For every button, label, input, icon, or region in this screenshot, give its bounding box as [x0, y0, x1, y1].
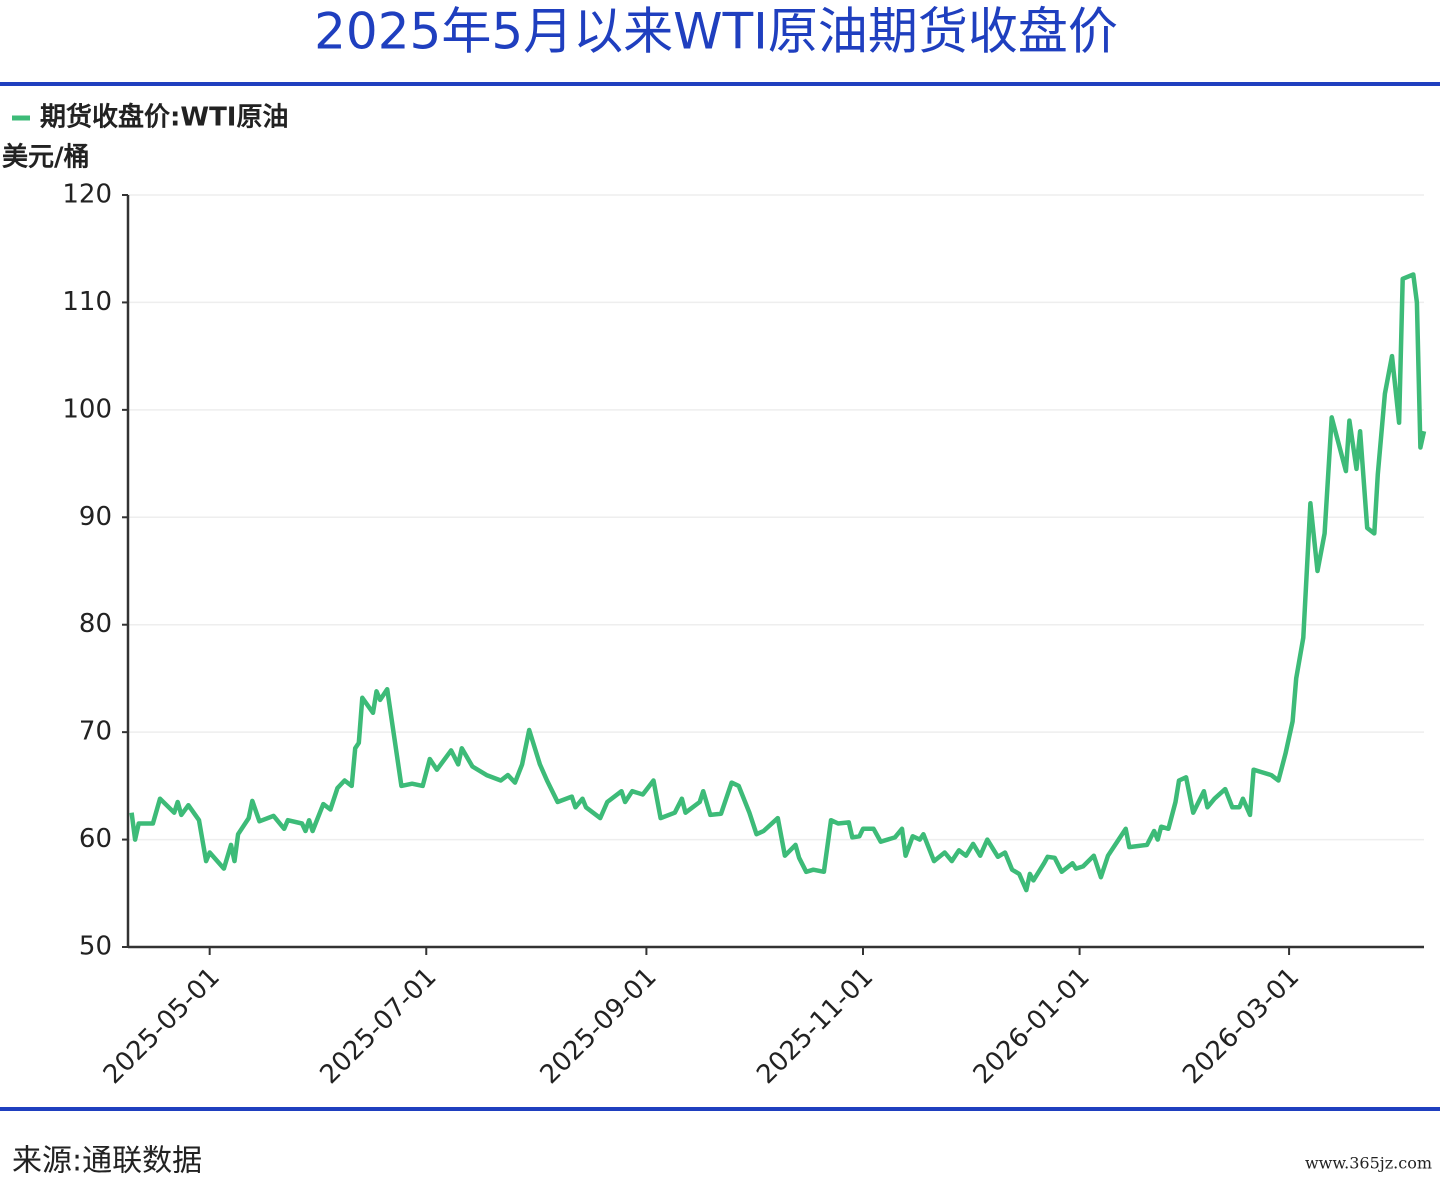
y-tick-label: 120 — [62, 180, 112, 210]
data-line — [129, 272, 1427, 893]
x-tick-label: 2026-03-01 — [1177, 962, 1305, 1090]
y-tick-label: 110 — [62, 287, 112, 317]
chart-title: 2025年5月以来WTI原油期货收盘价 — [314, 3, 1118, 61]
legend-label: 期货收盘价:WTI原油 — [40, 102, 289, 133]
x-tick-label: 2025-09-01 — [535, 962, 663, 1090]
x-tick-label: 2025-11-01 — [751, 962, 879, 1090]
source: 来源:通联数据 — [12, 1144, 202, 1179]
y-tick-label: 70 — [79, 717, 112, 747]
y-axis-label: 美元/桶 — [2, 142, 90, 173]
y-tick-label: 60 — [79, 824, 112, 854]
x-tick-label: 2025-07-01 — [314, 962, 442, 1090]
y-tick-label: 50 — [79, 932, 112, 962]
x-tick-label: 2026-01-01 — [968, 962, 1096, 1090]
y-tick-label: 100 — [62, 394, 112, 424]
y-tick-label: 80 — [79, 609, 112, 639]
x-tick-label: 2025-05-01 — [98, 962, 226, 1090]
y-tick-label: 90 — [79, 502, 112, 532]
watermark: www.365jz.com — [1305, 1154, 1432, 1173]
